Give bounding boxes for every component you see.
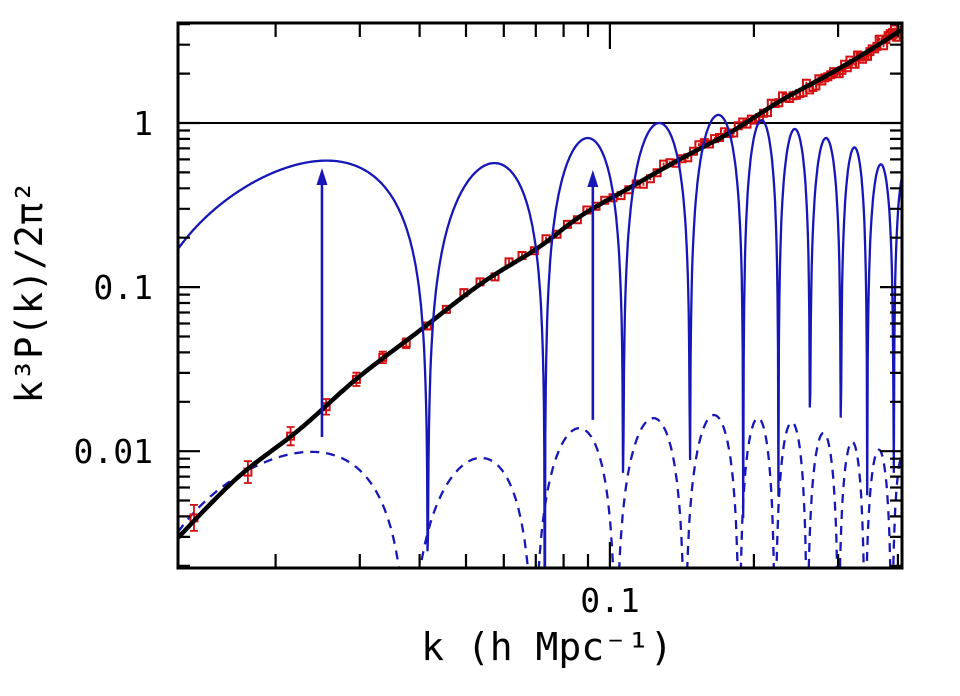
blue-solid-oscillation-curve <box>178 113 902 568</box>
x-tick-label-0p1: 0.1 <box>580 581 640 620</box>
y-tick-label-0p01: 0.01 <box>74 432 153 471</box>
y-tick-label-0p1: 0.1 <box>93 268 153 307</box>
y-axis-title: k³P(k)/2π² <box>8 181 51 404</box>
plot-frame-and-ticks <box>176 21 904 570</box>
y-tick-label-1: 1 <box>133 104 153 143</box>
arrow-annotations <box>316 167 599 437</box>
blue-dashed-oscillation-curve <box>178 413 902 568</box>
black-model-curve <box>178 27 902 541</box>
x-axis-title: k (h Mpc⁻¹) <box>421 625 673 669</box>
